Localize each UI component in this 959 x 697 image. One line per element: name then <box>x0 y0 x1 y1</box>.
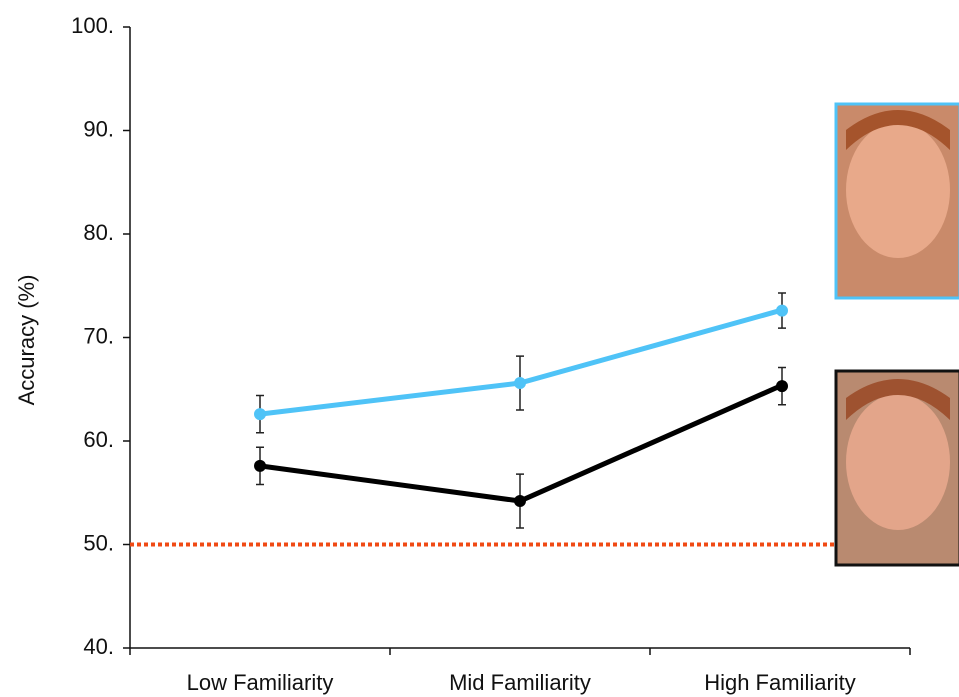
y-tick-label: 90. <box>83 116 114 141</box>
legend-image-black <box>834 369 959 567</box>
y-axis-label: Accuracy (%) <box>14 275 39 406</box>
point <box>514 495 526 508</box>
x-tick-label: High Familiarity <box>704 670 856 695</box>
y-tick-label: 70. <box>83 323 114 348</box>
y-tick-label: 60. <box>83 427 114 452</box>
y-tick-label: 40. <box>83 634 114 659</box>
point <box>254 408 266 421</box>
x-tick-label: Low Familiarity <box>187 670 334 695</box>
point <box>776 380 788 393</box>
y-tick-label: 80. <box>83 220 114 245</box>
x-tick-label: Mid Familiarity <box>449 670 591 695</box>
point <box>514 377 526 390</box>
point <box>776 304 788 317</box>
y-tick-label: 100. <box>71 13 114 38</box>
legend-image-blue <box>834 102 959 300</box>
y-tick-label: 50. <box>83 530 114 555</box>
point <box>254 459 266 472</box>
